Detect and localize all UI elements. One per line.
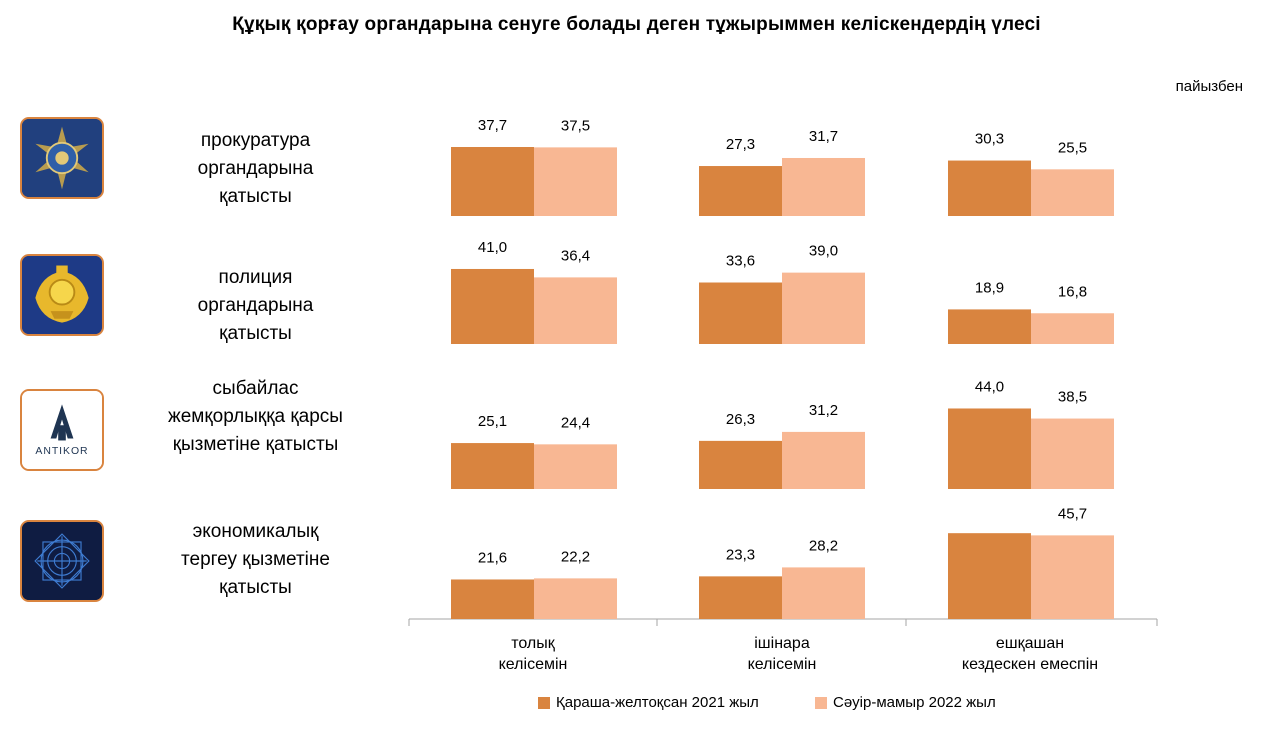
- bar-row1-never-series2: [1031, 169, 1114, 216]
- value-label-row3-full-series2: 24,4: [561, 414, 590, 431]
- value-label-row2-partial-series1: 33,6: [726, 253, 755, 270]
- bar-row1-full-series2: [534, 147, 617, 216]
- legend-swatch-2021: [538, 696, 550, 709]
- bar-row2-full-series1: [451, 268, 534, 344]
- bar-row1-never-series1: [948, 160, 1031, 216]
- value-label-row3-partial-series1: 26,3: [726, 411, 755, 428]
- value-label-row4-never-series2: 45,7: [1058, 505, 1087, 522]
- x-category-label-partial: ішінара келісемін: [747, 635, 817, 673]
- value-label-row4-partial-series2: 28,2: [809, 537, 838, 554]
- bar-row1-partial-series2: [782, 157, 865, 216]
- bar-row1-partial-series1: [699, 166, 782, 216]
- legend-label-2022: Сәуір-мамыр 2022 жыл: [833, 694, 996, 711]
- bar-row3-full-series2: [534, 444, 617, 489]
- legend-item-2021: Қараша-желтоқсан 2021 жыл: [538, 694, 759, 711]
- bar-row2-never-series2: [1031, 313, 1114, 344]
- value-label-row2-full-series2: 36,4: [561, 247, 590, 264]
- bar-row2-full-series2: [534, 277, 617, 344]
- value-label-row3-never-series2: 38,5: [1058, 389, 1087, 406]
- value-label-row4-full-series1: 21,6: [478, 549, 507, 566]
- bar-row3-partial-series1: [699, 440, 782, 489]
- bar-row4-partial-series2: [782, 567, 865, 619]
- police-emblem-icon: [20, 254, 104, 336]
- bar-row3-full-series1: [451, 443, 534, 489]
- value-label-row1-partial-series2: 31,7: [809, 128, 838, 145]
- legend-item-2022: Сәуір-мамыр 2022 жыл: [815, 694, 996, 711]
- bar-row4-full-series1: [451, 579, 534, 619]
- x-category-label-full: толық келісемін: [498, 635, 568, 673]
- row-label-anticorruption: сыбайлас жемқорлыққа қарсы қызметіне қат…: [168, 378, 343, 455]
- bar-row1-full-series1: [451, 147, 534, 216]
- value-label-row1-full-series1: 37,7: [478, 117, 507, 134]
- bar-row4-never-series2: [1031, 535, 1114, 619]
- bar-row4-full-series2: [534, 578, 617, 619]
- bar-row2-never-series1: [948, 309, 1031, 344]
- value-label-row2-never-series1: 18,9: [975, 279, 1004, 296]
- value-label-row4-full-series2: 22,2: [561, 548, 590, 565]
- value-label-row4-partial-series1: 23,3: [726, 546, 755, 563]
- legend-label-2021: Қараша-желтоқсан 2021 жыл: [556, 694, 759, 711]
- bar-row4-never-series1: [948, 533, 1031, 619]
- row-label-economic: экономикалық тергеу қызметіне қатысты: [181, 521, 330, 598]
- bar-row3-never-series2: [1031, 418, 1114, 489]
- value-label-row1-never-series2: 25,5: [1058, 139, 1087, 156]
- prosecutor-emblem-icon: [20, 117, 104, 199]
- bar-row2-partial-series1: [699, 282, 782, 344]
- row-label-police: полиция органдарына қатысты: [197, 267, 314, 344]
- chart-title: Құқық қорғау органдарына сенуге болады д…: [232, 14, 1041, 35]
- antikor-logo-icon: ANTIKOR: [20, 389, 104, 471]
- unit-note: пайызбен: [1175, 78, 1243, 95]
- bar-row4-partial-series1: [699, 576, 782, 619]
- row-label-prosecutor: прокуратура органдарына қатысты: [197, 130, 314, 207]
- value-label-row2-partial-series2: 39,0: [809, 243, 838, 260]
- bar-row3-partial-series2: [782, 431, 865, 489]
- svg-text:ANTIKOR: ANTIKOR: [35, 446, 88, 457]
- value-label-row1-never-series1: 30,3: [975, 131, 1004, 148]
- value-label-row2-full-series1: 41,0: [478, 239, 507, 256]
- value-label-row1-partial-series1: 27,3: [726, 136, 755, 153]
- value-label-row3-full-series1: 25,1: [478, 413, 507, 430]
- legend-swatch-2022: [815, 696, 827, 709]
- bar-row3-never-series1: [948, 408, 1031, 489]
- value-label-row2-never-series2: 16,8: [1058, 283, 1087, 300]
- value-label-row3-never-series1: 44,0: [975, 378, 1004, 395]
- bar-row2-partial-series2: [782, 272, 865, 344]
- legend: Қараша-желтоқсан 2021 жыл Сәуір-мамыр 20…: [0, 694, 1273, 714]
- economic-investigation-emblem-icon: [20, 520, 104, 602]
- x-category-label-never: ешқашан кездескен емеспін: [961, 635, 1099, 673]
- value-label-row3-partial-series2: 31,2: [809, 402, 838, 419]
- value-label-row1-full-series2: 37,5: [561, 117, 590, 134]
